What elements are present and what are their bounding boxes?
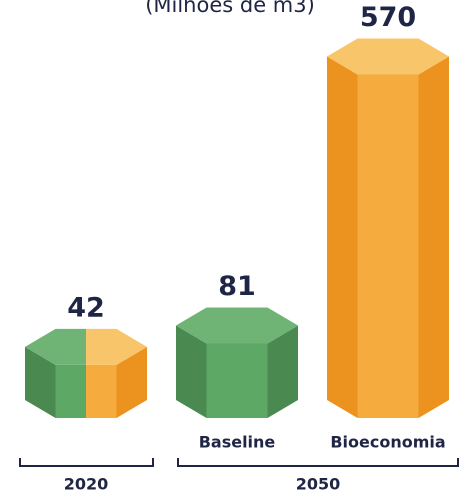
bar-face [327,56,358,418]
group-bracket [177,458,459,467]
bar-face [55,364,86,418]
value-label: 81 [218,271,256,302]
group-bracket [19,458,154,467]
bar-top [176,307,298,344]
bar [176,307,298,418]
value-label: 42 [67,292,105,323]
bar-top [327,38,449,75]
bar-top [25,328,86,365]
category-label: Baseline [199,433,276,452]
category-label: Bioeconomia [330,433,445,452]
chart-title: (Milhões de m3) [145,0,315,17]
value-label: 570 [360,2,416,33]
bar-face [206,343,268,418]
group-label: 2050 [296,475,341,494]
bar [327,38,449,418]
bar-top [86,328,147,365]
group-label: 2020 [64,475,109,494]
bar-face [86,364,117,418]
bar-face [418,56,449,418]
bar [25,328,147,418]
bar-face [25,346,56,418]
bar-face [116,346,147,418]
bar-face [176,325,207,418]
bar-face [357,74,419,418]
bar-face [267,325,298,418]
